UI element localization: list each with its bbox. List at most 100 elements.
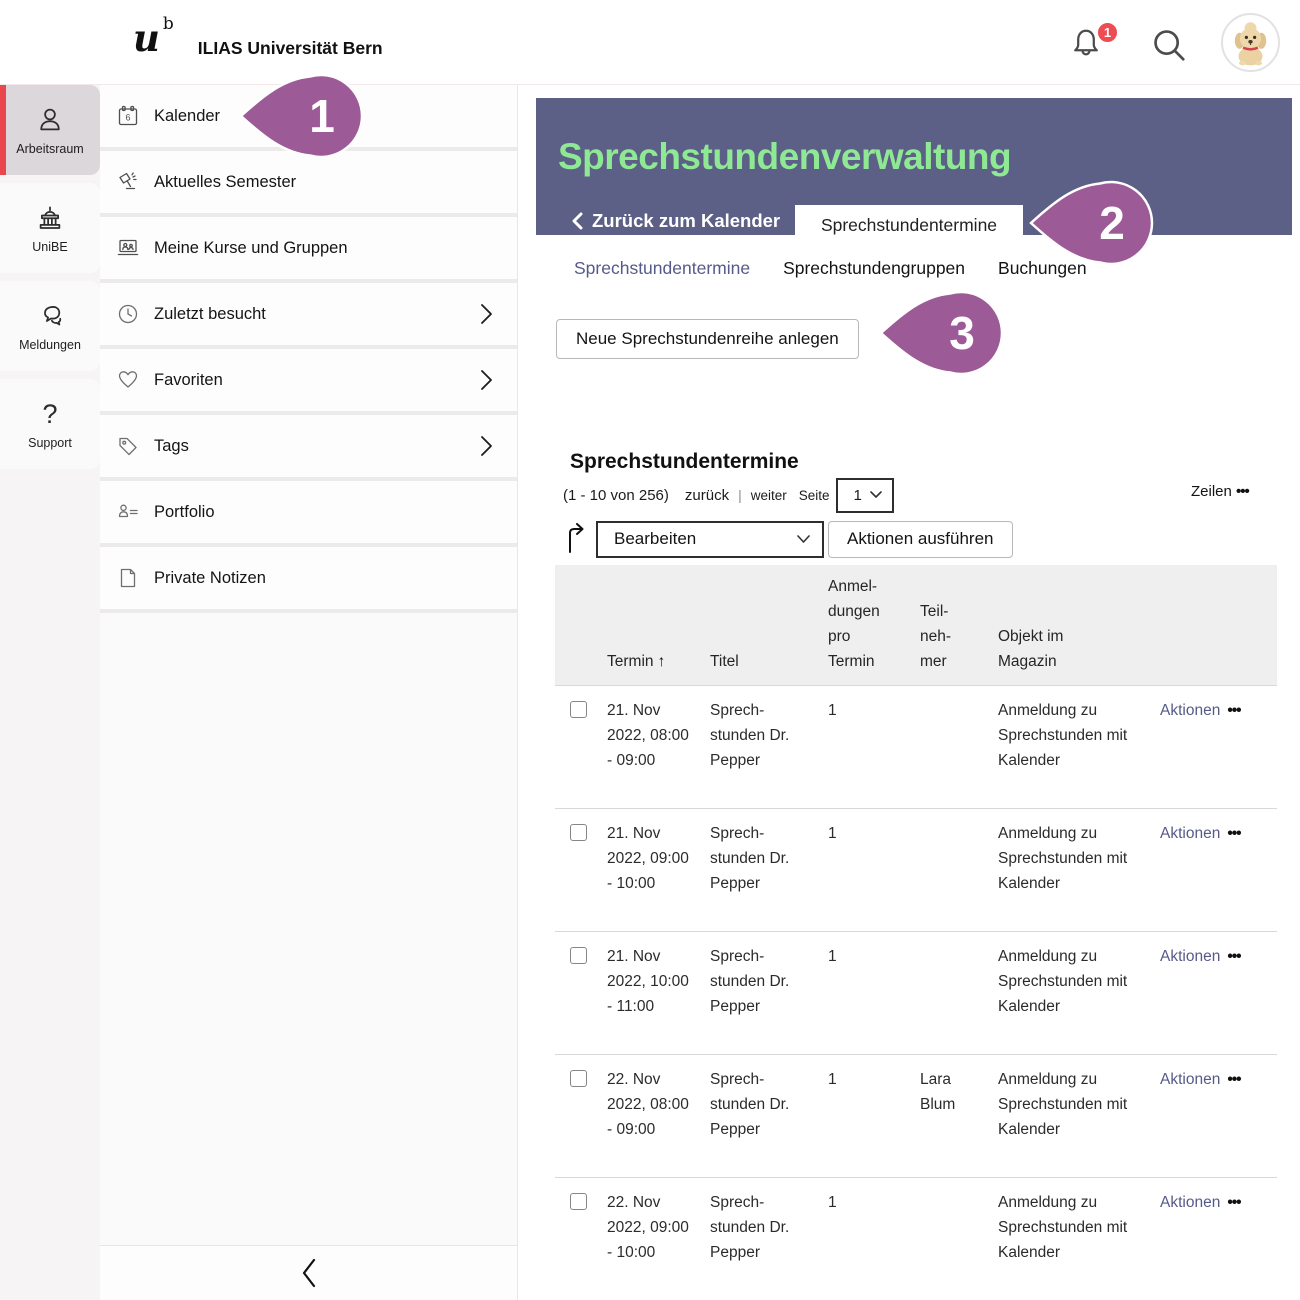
subtabs: Sprechstundentermine Sprechstundengruppe…: [574, 258, 1087, 279]
table-row: 21. Nov 2022, 08:00 - 09:00 Sprech-stund…: [555, 685, 1277, 808]
cell-anmeldungen: 1: [828, 825, 837, 842]
chevron-right-icon: [480, 303, 493, 325]
sidebar-item-kalender[interactable]: 6 Kalender: [100, 85, 517, 147]
heart-icon: [115, 368, 141, 392]
sidebar-item-favoriten[interactable]: Favoriten: [100, 349, 517, 411]
bulk-actions-bar: Bearbeiten Aktionen ausführen: [566, 520, 1013, 558]
notifications-button[interactable]: [1068, 26, 1104, 62]
pagination-next-link[interactable]: weiter: [750, 487, 787, 503]
question-mark-icon: ?: [42, 398, 58, 429]
table-header: Termin ↑ Titel Anmel-dungen pro Termin Te…: [555, 565, 1277, 685]
appointments-table: Termin ↑ Titel Anmel-dungen pro Termin Te…: [555, 565, 1277, 1300]
row-checkbox[interactable]: [570, 947, 587, 964]
execute-actions-button[interactable]: Aktionen ausführen: [828, 520, 1013, 558]
dropdown-chevron-icon: [797, 534, 810, 544]
sidebar-item-label: Portfolio: [154, 502, 215, 521]
unibe-logo: u: [133, 16, 160, 60]
desk-lamp-icon: [115, 170, 141, 194]
row-checkbox[interactable]: [570, 824, 587, 841]
row-actions-button[interactable]: Aktionen •••: [1160, 1067, 1242, 1092]
column-objekt[interactable]: Objekt im Magazin: [998, 628, 1064, 670]
rail-item-unibe[interactable]: UniBE: [0, 183, 100, 273]
actions-label: Aktionen: [1160, 1194, 1221, 1211]
bulk-action-select[interactable]: Bearbeiten: [596, 520, 824, 558]
topbar: u b ILIAS Universität Bern 1: [0, 0, 1300, 85]
cell-termin: 22. Nov 2022, 09:00 - 10:00: [607, 1194, 689, 1261]
ellipsis-icon: •••: [1227, 1071, 1241, 1088]
note-icon: [115, 566, 141, 590]
unibe-logo-sup: b: [162, 14, 174, 34]
chevron-right-icon: [480, 435, 493, 457]
pagination-prev-link[interactable]: zurück: [684, 486, 730, 504]
column-termin[interactable]: Termin ↑: [607, 649, 717, 674]
sidebar-item-tags[interactable]: Tags: [100, 415, 517, 477]
cell-titel: Sprech-stunden Dr. Pepper: [710, 825, 790, 892]
subtab-sprechstundengruppen[interactable]: Sprechstundengruppen: [783, 258, 966, 278]
cell-titel: Sprech-stunden Dr. Pepper: [710, 1194, 790, 1261]
new-series-button[interactable]: Neue Sprechstundenreihe anlegen: [556, 319, 859, 359]
rail-item-support[interactable]: ? Support: [0, 379, 100, 469]
bell-icon: [1068, 26, 1104, 62]
table-title: Sprechstundentermine: [570, 450, 799, 473]
table-row: 22. Nov 2022, 09:00 - 10:00 Sprech-stund…: [555, 1177, 1277, 1300]
notification-badge: 1: [1096, 21, 1119, 44]
cell-objekt: Anmeldung zu Sprechstunden mit Kalender: [998, 1071, 1128, 1138]
page-select[interactable]: 1: [835, 477, 894, 513]
row-actions-button[interactable]: Aktionen •••: [1160, 821, 1242, 846]
pagination-page-label: Seite: [798, 487, 830, 503]
cell-objekt: Anmeldung zu Sprechstunden mit Kalender: [998, 825, 1128, 892]
row-actions-button[interactable]: Aktionen •••: [1160, 1190, 1242, 1215]
back-link-label: Zurück zum Kalender: [592, 210, 781, 231]
search-icon: [1150, 26, 1188, 64]
table-row: 21. Nov 2022, 09:00 - 10:00 Sprech-stund…: [555, 808, 1277, 931]
ellipsis-icon: •••: [1227, 1194, 1241, 1211]
row-checkbox[interactable]: [570, 1193, 587, 1210]
actions-label: Aktionen: [1160, 1071, 1221, 1088]
sidebar-item-label: Kalender: [154, 106, 221, 125]
pagination-separator: |: [738, 487, 742, 503]
sidebar-item-zuletzt-besucht[interactable]: Zuletzt besucht: [100, 283, 517, 345]
rows-menu-button[interactable]: Zeilen •••: [1191, 483, 1250, 500]
rail-item-meldungen[interactable]: Meldungen: [0, 281, 100, 371]
sidebar-item-label: Tags: [154, 436, 189, 455]
sidebar-item-aktuelles-semester[interactable]: Aktuelles Semester: [100, 151, 517, 213]
cell-objekt: Anmeldung zu Sprechstunden mit Kalender: [998, 948, 1128, 1015]
sidebar-item-label: Meine Kurse und Gruppen: [154, 238, 348, 257]
subtab-sprechstundentermine[interactable]: Sprechstundentermine: [574, 258, 751, 278]
back-chevron-icon: [572, 212, 583, 230]
header-tab-sprechstundentermine[interactable]: Sprechstundentermine: [795, 205, 1023, 245]
rail-item-arbeitsraum[interactable]: Arbeitsraum: [0, 85, 100, 175]
cell-termin: 21. Nov 2022, 08:00 - 09:00: [607, 702, 689, 769]
sidebar-item-private-notizen[interactable]: Private Notizen: [100, 547, 517, 609]
rail-item-label: Support: [28, 435, 72, 450]
poodle-avatar: [1223, 15, 1278, 70]
row-actions-button[interactable]: Aktionen •••: [1160, 698, 1242, 723]
column-titel[interactable]: Titel: [710, 653, 739, 670]
rows-menu-label: Zeilen: [1191, 483, 1232, 500]
user-avatar[interactable]: [1221, 13, 1280, 72]
sidebar-item-meine-kurse[interactable]: Meine Kurse und Gruppen: [100, 217, 517, 279]
cell-objekt: Anmeldung zu Sprechstunden mit Kalender: [998, 1194, 1128, 1261]
pagination-range: (1 - 10 von 256): [563, 486, 669, 504]
app-title: ILIAS Universität Bern: [197, 38, 383, 58]
sidebar-item-label: Private Notizen: [154, 568, 266, 587]
rail-item-label: UniBE: [32, 239, 68, 254]
column-anmeldungen[interactable]: Anmel-dungen pro Termin: [828, 578, 880, 670]
sidebar-item-portfolio[interactable]: Portfolio: [100, 481, 517, 543]
row-actions-button[interactable]: Aktionen •••: [1160, 944, 1242, 969]
column-teilnehmer[interactable]: Teil-neh-mer: [920, 603, 952, 670]
sidebar: 6 Kalender Aktuelles Semester: [100, 85, 518, 1300]
page-title: Sprechstundenverwaltung: [558, 136, 1012, 177]
subtab-buchungen[interactable]: Buchungen: [998, 258, 1087, 278]
cell-anmeldungen: 1: [828, 948, 837, 965]
back-to-calendar-link[interactable]: Zurück zum Kalender: [572, 210, 780, 232]
home-link[interactable]: u b ILIAS Universität Bern: [133, 14, 383, 62]
clock-icon: [115, 302, 141, 326]
rail-item-label: Meldungen: [19, 337, 81, 352]
svg-text:6: 6: [125, 112, 130, 122]
row-checkbox[interactable]: [570, 1070, 587, 1087]
row-checkbox[interactable]: [570, 701, 587, 718]
cell-termin: 21. Nov 2022, 09:00 - 10:00: [607, 825, 689, 892]
sidebar-collapse-button[interactable]: [100, 1245, 517, 1300]
search-button[interactable]: [1150, 26, 1188, 64]
